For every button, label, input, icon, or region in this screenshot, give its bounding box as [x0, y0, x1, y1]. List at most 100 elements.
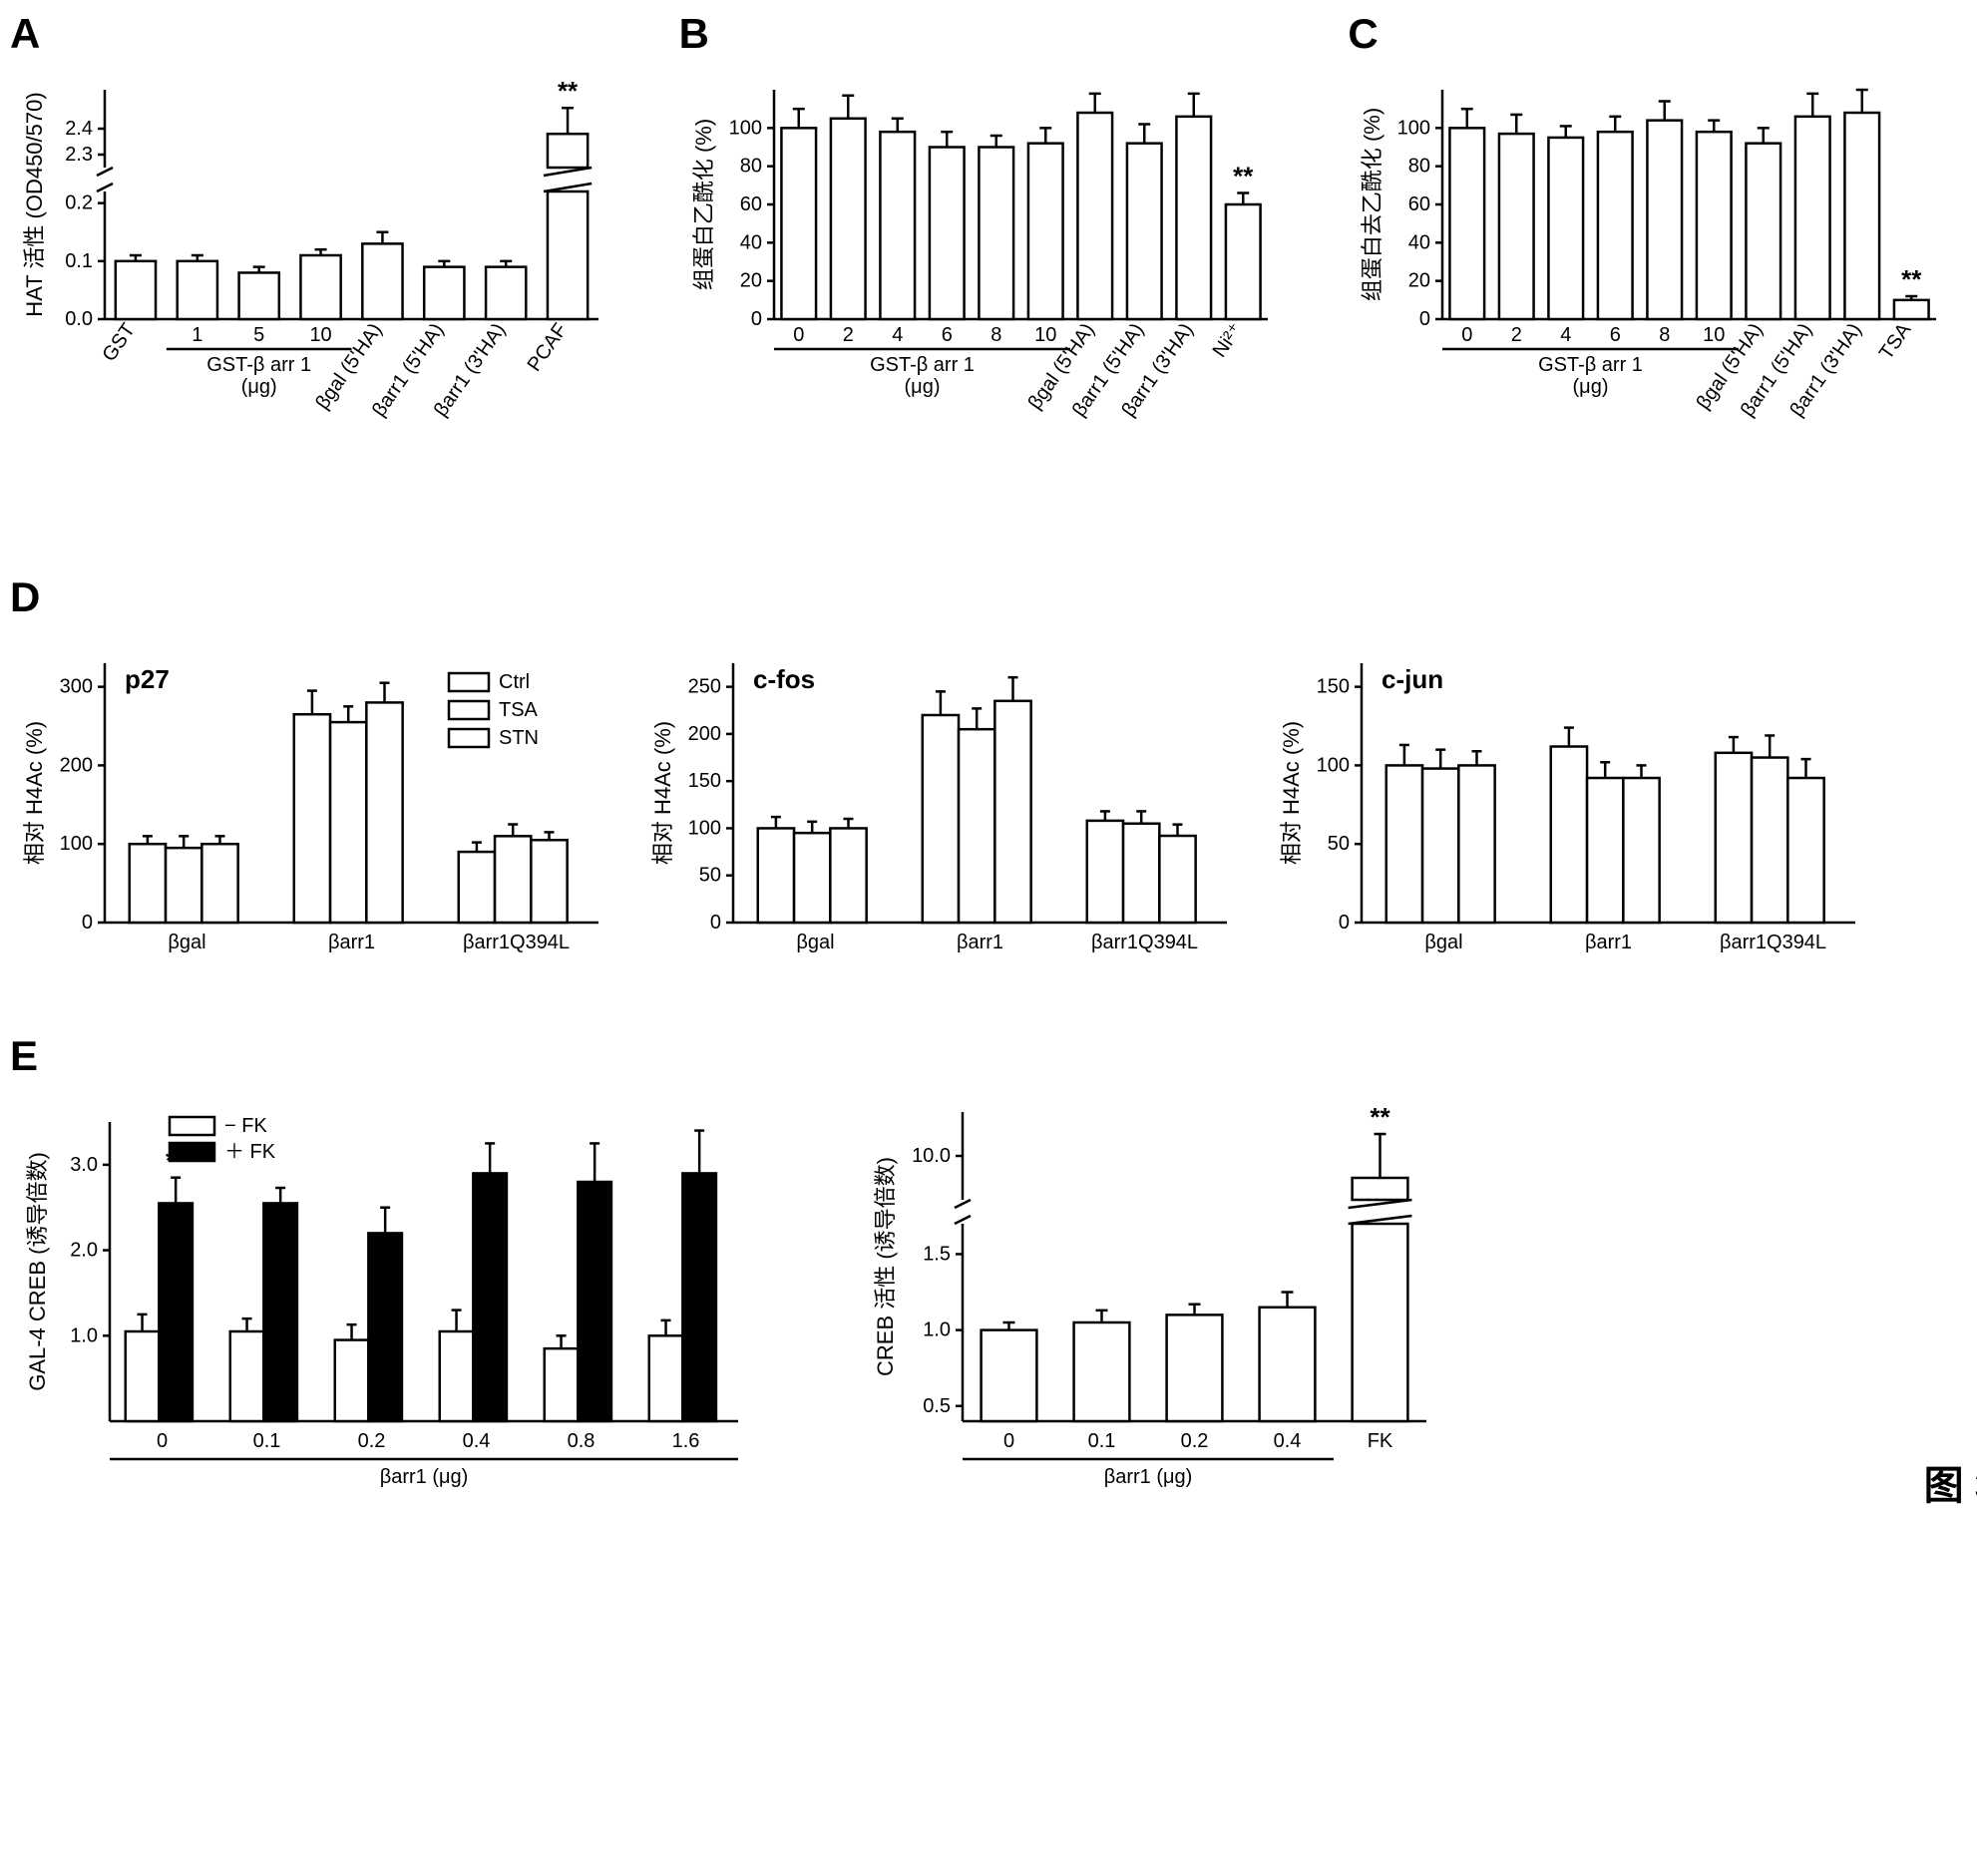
svg-text:2.3: 2.3 [65, 144, 93, 166]
svg-text:0: 0 [1003, 1430, 1014, 1452]
panel-d-label: D [10, 573, 40, 621]
svg-text:βarr1Q394L: βarr1Q394L [1091, 932, 1198, 953]
panel-b-label: B [679, 10, 709, 58]
svg-text:βarr1: βarr1 [328, 932, 375, 953]
panel-d-chart-cjun: 050100150相对 H4Ac (%)c-junβgalβarr1βarr1Q… [1277, 623, 1875, 1002]
svg-text:0: 0 [157, 1430, 168, 1452]
svg-text:20: 20 [739, 270, 761, 292]
svg-text:(μg): (μg) [241, 376, 277, 398]
svg-text:FK: FK [1368, 1430, 1393, 1452]
svg-text:(μg): (μg) [904, 376, 940, 398]
svg-text:**: ** [558, 76, 579, 106]
svg-text:100: 100 [1397, 117, 1430, 139]
svg-text:CREB 活性 (诱导倍数): CREB 活性 (诱导倍数) [873, 1157, 898, 1376]
panel-e-label: E [10, 1032, 38, 1080]
svg-text:组蛋白乙酰化 (%): 组蛋白乙酰化 (%) [691, 119, 716, 290]
svg-text:HAT 活性 (OD450/570): HAT 活性 (OD450/570) [22, 92, 47, 316]
svg-text:10: 10 [1034, 324, 1056, 346]
svg-text:βarr1 (μg): βarr1 (μg) [1104, 1466, 1193, 1488]
svg-text:βarr1Q394L: βarr1Q394L [1720, 932, 1826, 953]
svg-text:βarr1: βarr1 [957, 932, 1003, 953]
panel-d: D 0100200300相对 H4Ac (%)p27βgalβarr1βarr1… [20, 583, 1977, 1002]
panel-e-charts-row: 1.02.03.0GAL-4 CREB (诱导倍数)**00.10.20.40.… [20, 1082, 1977, 1531]
svg-text:2: 2 [1511, 324, 1522, 346]
svg-text:60: 60 [739, 193, 761, 215]
panel-b: B 020406080100组蛋白乙酰化 (%)**0246810βgal (5… [689, 20, 1329, 544]
svg-text:5: 5 [253, 324, 264, 346]
svg-text:150: 150 [688, 770, 721, 792]
svg-text:STN: STN [499, 727, 539, 749]
svg-text:100: 100 [60, 833, 93, 855]
svg-text:βarr1: βarr1 [1585, 932, 1632, 953]
svg-text:8: 8 [990, 324, 1001, 346]
svg-text:1: 1 [192, 324, 202, 346]
svg-text:0: 0 [751, 308, 762, 330]
svg-text:GST-β arr 1: GST-β arr 1 [206, 354, 311, 376]
svg-text:6: 6 [1610, 324, 1621, 346]
svg-text:20: 20 [1408, 270, 1430, 292]
panel-d-charts-row: 0 100 200 300 相对 H4Ac (%) p27 βgal βarr1 βarr1Q3… [20, 623, 1977, 1002]
svg-text:GST: GST [98, 319, 140, 365]
panel-e: E 1.02.03.0GAL-4 CREB (诱导倍数)**00.10.20.4… [20, 1042, 1977, 1531]
svg-text:βgal: βgal [168, 932, 205, 953]
svg-text:(μg): (μg) [1573, 376, 1609, 398]
svg-text:0.0: 0.0 [65, 308, 93, 330]
svg-text:10.0: 10.0 [912, 1145, 951, 1167]
svg-text:2: 2 [842, 324, 853, 346]
svg-text:4: 4 [892, 324, 903, 346]
svg-text:4: 4 [1561, 324, 1572, 346]
svg-text:0.1: 0.1 [253, 1430, 281, 1452]
svg-text:150: 150 [1317, 676, 1350, 698]
svg-text:βarr1 (μg): βarr1 (μg) [380, 1466, 469, 1488]
svg-text:0.1: 0.1 [1088, 1430, 1116, 1452]
svg-text:100: 100 [1317, 754, 1350, 776]
svg-text:βarr1Q394L: βarr1Q394L [463, 932, 570, 953]
svg-text:0: 0 [793, 324, 804, 346]
svg-text:TSA: TSA [499, 699, 539, 721]
svg-text:50: 50 [699, 865, 721, 887]
svg-text:c-fos: c-fos [753, 664, 815, 694]
svg-text:3.0: 3.0 [70, 1154, 98, 1176]
svg-text:0.4: 0.4 [463, 1430, 491, 1452]
svg-text:TSA: TSA [1875, 319, 1916, 364]
svg-text:**: ** [1233, 162, 1254, 191]
svg-text:相对 H4Ac (%): 相对 H4Ac (%) [22, 721, 47, 865]
svg-text:GST-β arr 1: GST-β arr 1 [1538, 354, 1643, 376]
svg-text:c-jun: c-jun [1382, 664, 1443, 694]
svg-text:10: 10 [1703, 324, 1725, 346]
panel-c-chart: 020406080100组蛋白去乙酰化 (%)**0246810βgal (5'… [1358, 60, 1977, 544]
svg-text:0.1: 0.1 [65, 250, 93, 272]
svg-text:80: 80 [1408, 156, 1430, 178]
svg-text:60: 60 [1408, 193, 1430, 215]
svg-text:1.0: 1.0 [923, 1319, 951, 1341]
svg-text:0.2: 0.2 [1181, 1430, 1209, 1452]
panel-d-chart-cfos: 050100150200250相对 H4Ac (%)c-fosβgalβarr1… [648, 623, 1247, 1002]
svg-text:GAL-4 CREB (诱导倍数): GAL-4 CREB (诱导倍数) [25, 1152, 50, 1391]
panel-e-chart-gal4: 1.02.03.0GAL-4 CREB (诱导倍数)**00.10.20.40.… [20, 1082, 768, 1531]
svg-text:Ni²⁺: Ni²⁺ [1208, 319, 1247, 361]
svg-text:10: 10 [309, 324, 331, 346]
svg-text:100: 100 [688, 817, 721, 839]
svg-text:0: 0 [1462, 324, 1473, 346]
figure-number: 图 3 [1924, 1453, 1977, 1531]
panel-c: C 020406080100组蛋白去乙酰化 (%)**0246810βgal (… [1358, 20, 1977, 544]
panel-c-label: C [1348, 10, 1378, 58]
svg-text:200: 200 [60, 754, 93, 776]
svg-text:Ctrl: Ctrl [499, 671, 530, 693]
svg-text:0: 0 [710, 912, 721, 934]
svg-text:βgal: βgal [1424, 932, 1462, 953]
svg-text:0: 0 [1339, 912, 1350, 934]
svg-text:**: ** [1901, 264, 1922, 294]
figure-grid: A 0.00.10.22.32.4HAT 活性 (OD450/570)**GST… [20, 20, 1977, 1531]
svg-text:组蛋白去乙酰化 (%): 组蛋白去乙酰化 (%) [1360, 108, 1384, 301]
svg-text:0.4: 0.4 [1274, 1430, 1302, 1452]
panel-b-chart: 020406080100组蛋白乙酰化 (%)**0246810βgal (5'H… [689, 60, 1329, 544]
svg-text:8: 8 [1660, 324, 1671, 346]
svg-text:0: 0 [1419, 308, 1430, 330]
svg-text:相对 H4Ac (%): 相对 H4Ac (%) [650, 721, 675, 865]
svg-text:50: 50 [1328, 833, 1350, 855]
svg-text:**: ** [1370, 1102, 1390, 1132]
svg-text:300: 300 [60, 676, 93, 698]
svg-text:p27: p27 [125, 664, 170, 694]
svg-text:1.6: 1.6 [672, 1430, 700, 1452]
